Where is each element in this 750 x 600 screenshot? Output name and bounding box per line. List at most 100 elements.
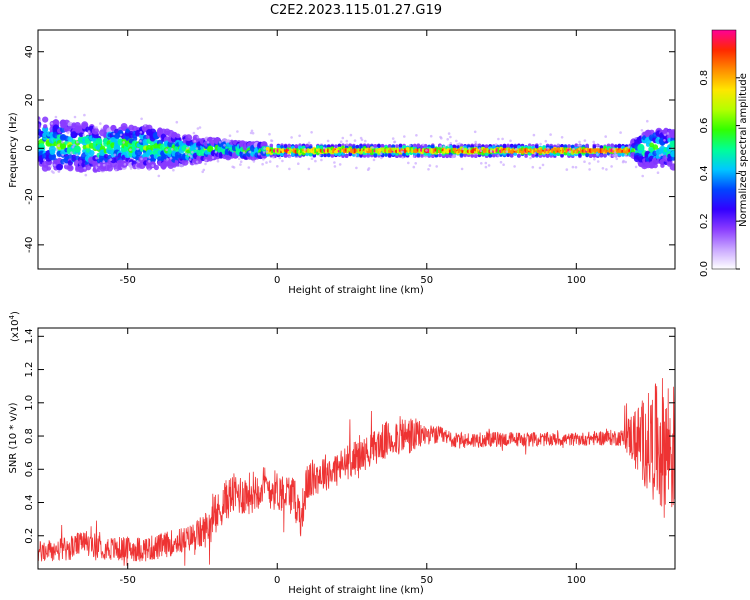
heatmap-halo-cell xyxy=(333,161,336,164)
heatmap-cell xyxy=(298,145,302,150)
heatmap-cell xyxy=(175,133,181,139)
heatmap-cell xyxy=(416,153,421,157)
heatmap-halo-cell xyxy=(189,155,193,158)
heatmap-halo-cell xyxy=(489,149,493,153)
heatmap-halo-cell xyxy=(83,113,86,117)
heatmap-cell xyxy=(125,128,130,133)
heatmap-halo-cell xyxy=(658,154,662,157)
heatmap-cell xyxy=(395,144,399,148)
heatmap-halo-cell xyxy=(239,160,243,163)
heatmap-halo-cell xyxy=(513,165,516,168)
heatmap-halo-cell xyxy=(191,150,194,154)
heatmap-ridge-cell xyxy=(296,148,301,154)
heatmap-halo-cell xyxy=(43,158,46,161)
heatmap-halo-cell xyxy=(165,148,168,152)
heatmap-halo-cell xyxy=(242,151,246,154)
heatmap-halo-cell xyxy=(265,161,268,164)
x-tick-label: -50 xyxy=(120,275,136,286)
heatmap-cell xyxy=(599,154,604,158)
heatmap-halo-cell xyxy=(634,165,638,169)
heatmap-halo-cell xyxy=(61,153,64,157)
heatmap-halo-cell xyxy=(188,158,192,161)
heatmap-halo-cell xyxy=(622,159,625,163)
heatmap-halo-cell xyxy=(531,165,535,169)
heatmap-cell xyxy=(452,144,457,149)
y-tick-label: 0 xyxy=(24,145,35,151)
heatmap-halo-cell xyxy=(608,154,612,157)
heatmap-halo-cell xyxy=(49,165,53,168)
heatmap-halo-cell xyxy=(640,129,644,132)
heatmap-halo-cell xyxy=(601,167,605,170)
heatmap-cell xyxy=(319,145,324,149)
heatmap-halo-cell xyxy=(123,163,127,166)
heatmap-halo-cell xyxy=(170,148,174,151)
heatmap-cell xyxy=(373,153,378,157)
y-tick-label: 20 xyxy=(24,94,35,107)
heatmap-halo-cell xyxy=(112,132,116,136)
heatmap-cell xyxy=(384,153,388,157)
heatmap-cell xyxy=(398,143,403,148)
heatmap-halo-cell xyxy=(429,134,433,138)
y-tick-label: 1.0 xyxy=(24,395,35,411)
heatmap-cell xyxy=(621,152,625,157)
heatmap-halo-cell xyxy=(353,139,357,142)
snr-axes: -50 0 50 100 0.2 0.4 0.6 0.8 1.0 1.2 1.4 xyxy=(24,328,675,586)
heatmap-halo-cell xyxy=(198,126,202,129)
heatmap-halo-cell xyxy=(278,156,282,160)
heatmap-halo-cell xyxy=(577,144,580,147)
heatmap-halo-cell xyxy=(663,133,667,137)
x-tick-label: 0 xyxy=(274,575,280,586)
heatmap-halo-cell xyxy=(355,166,358,170)
heatmap-cell xyxy=(82,145,87,150)
heatmap-halo-cell xyxy=(270,139,273,142)
heatmap-halo-cell xyxy=(646,119,649,123)
heatmap-halo-cell xyxy=(184,152,188,156)
heatmap-halo-cell xyxy=(501,137,504,141)
heatmap-halo-cell xyxy=(663,139,666,142)
heatmap-halo-cell xyxy=(195,147,199,150)
heatmap-halo-cell xyxy=(497,154,500,157)
heatmap-halo-cell xyxy=(303,148,307,151)
heatmap-halo-cell xyxy=(72,143,76,147)
heatmap-halo-cell xyxy=(201,170,204,174)
heatmap-halo-cell xyxy=(574,166,578,169)
heatmap-cell xyxy=(283,144,288,148)
heatmap-halo-cell xyxy=(502,163,505,166)
heatmap-cell xyxy=(509,153,514,158)
heatmap-cell xyxy=(492,153,496,158)
heatmap-halo-cell xyxy=(70,151,73,154)
heatmap-ridge-cell xyxy=(429,148,434,154)
colorbar-tick-label: 0.4 xyxy=(699,165,710,181)
heatmap-halo-cell xyxy=(446,138,450,141)
heatmap-halo-cell xyxy=(175,120,179,124)
heatmap-cell xyxy=(89,150,95,156)
heatmap-halo-cell xyxy=(83,166,86,170)
heatmap-halo-cell xyxy=(509,139,512,143)
heatmap-cell xyxy=(276,144,281,149)
heatmap-cell xyxy=(43,124,48,129)
heatmap-halo-cell xyxy=(345,139,349,143)
heatmap-halo-cell xyxy=(136,147,139,151)
heatmap-halo-cell xyxy=(195,160,199,164)
heatmap-halo-cell xyxy=(571,165,575,169)
heatmap-halo-cell xyxy=(147,168,151,171)
heatmap-cell xyxy=(488,153,493,158)
heatmap-cell xyxy=(574,143,579,147)
heatmap-halo-cell xyxy=(119,133,123,137)
heatmap-halo-cell xyxy=(265,150,269,153)
heatmap-halo-cell xyxy=(239,163,242,166)
heatmap-halo-cell xyxy=(401,156,405,159)
heatmap-halo-cell xyxy=(379,152,383,156)
heatmap-halo-cell xyxy=(612,154,615,157)
heatmap-cell xyxy=(153,164,159,171)
heatmap-cell xyxy=(326,144,331,148)
heatmap-cell xyxy=(78,132,84,138)
heatmap-cell xyxy=(181,158,189,166)
heatmap-cell xyxy=(373,144,378,148)
heatmap-cell xyxy=(74,146,81,153)
heatmap-halo-cell xyxy=(596,144,599,147)
spectrogram-frame xyxy=(37,29,676,270)
heatmap-cell xyxy=(280,152,284,157)
heatmap-cell xyxy=(617,144,622,149)
heatmap-cell xyxy=(431,154,435,158)
